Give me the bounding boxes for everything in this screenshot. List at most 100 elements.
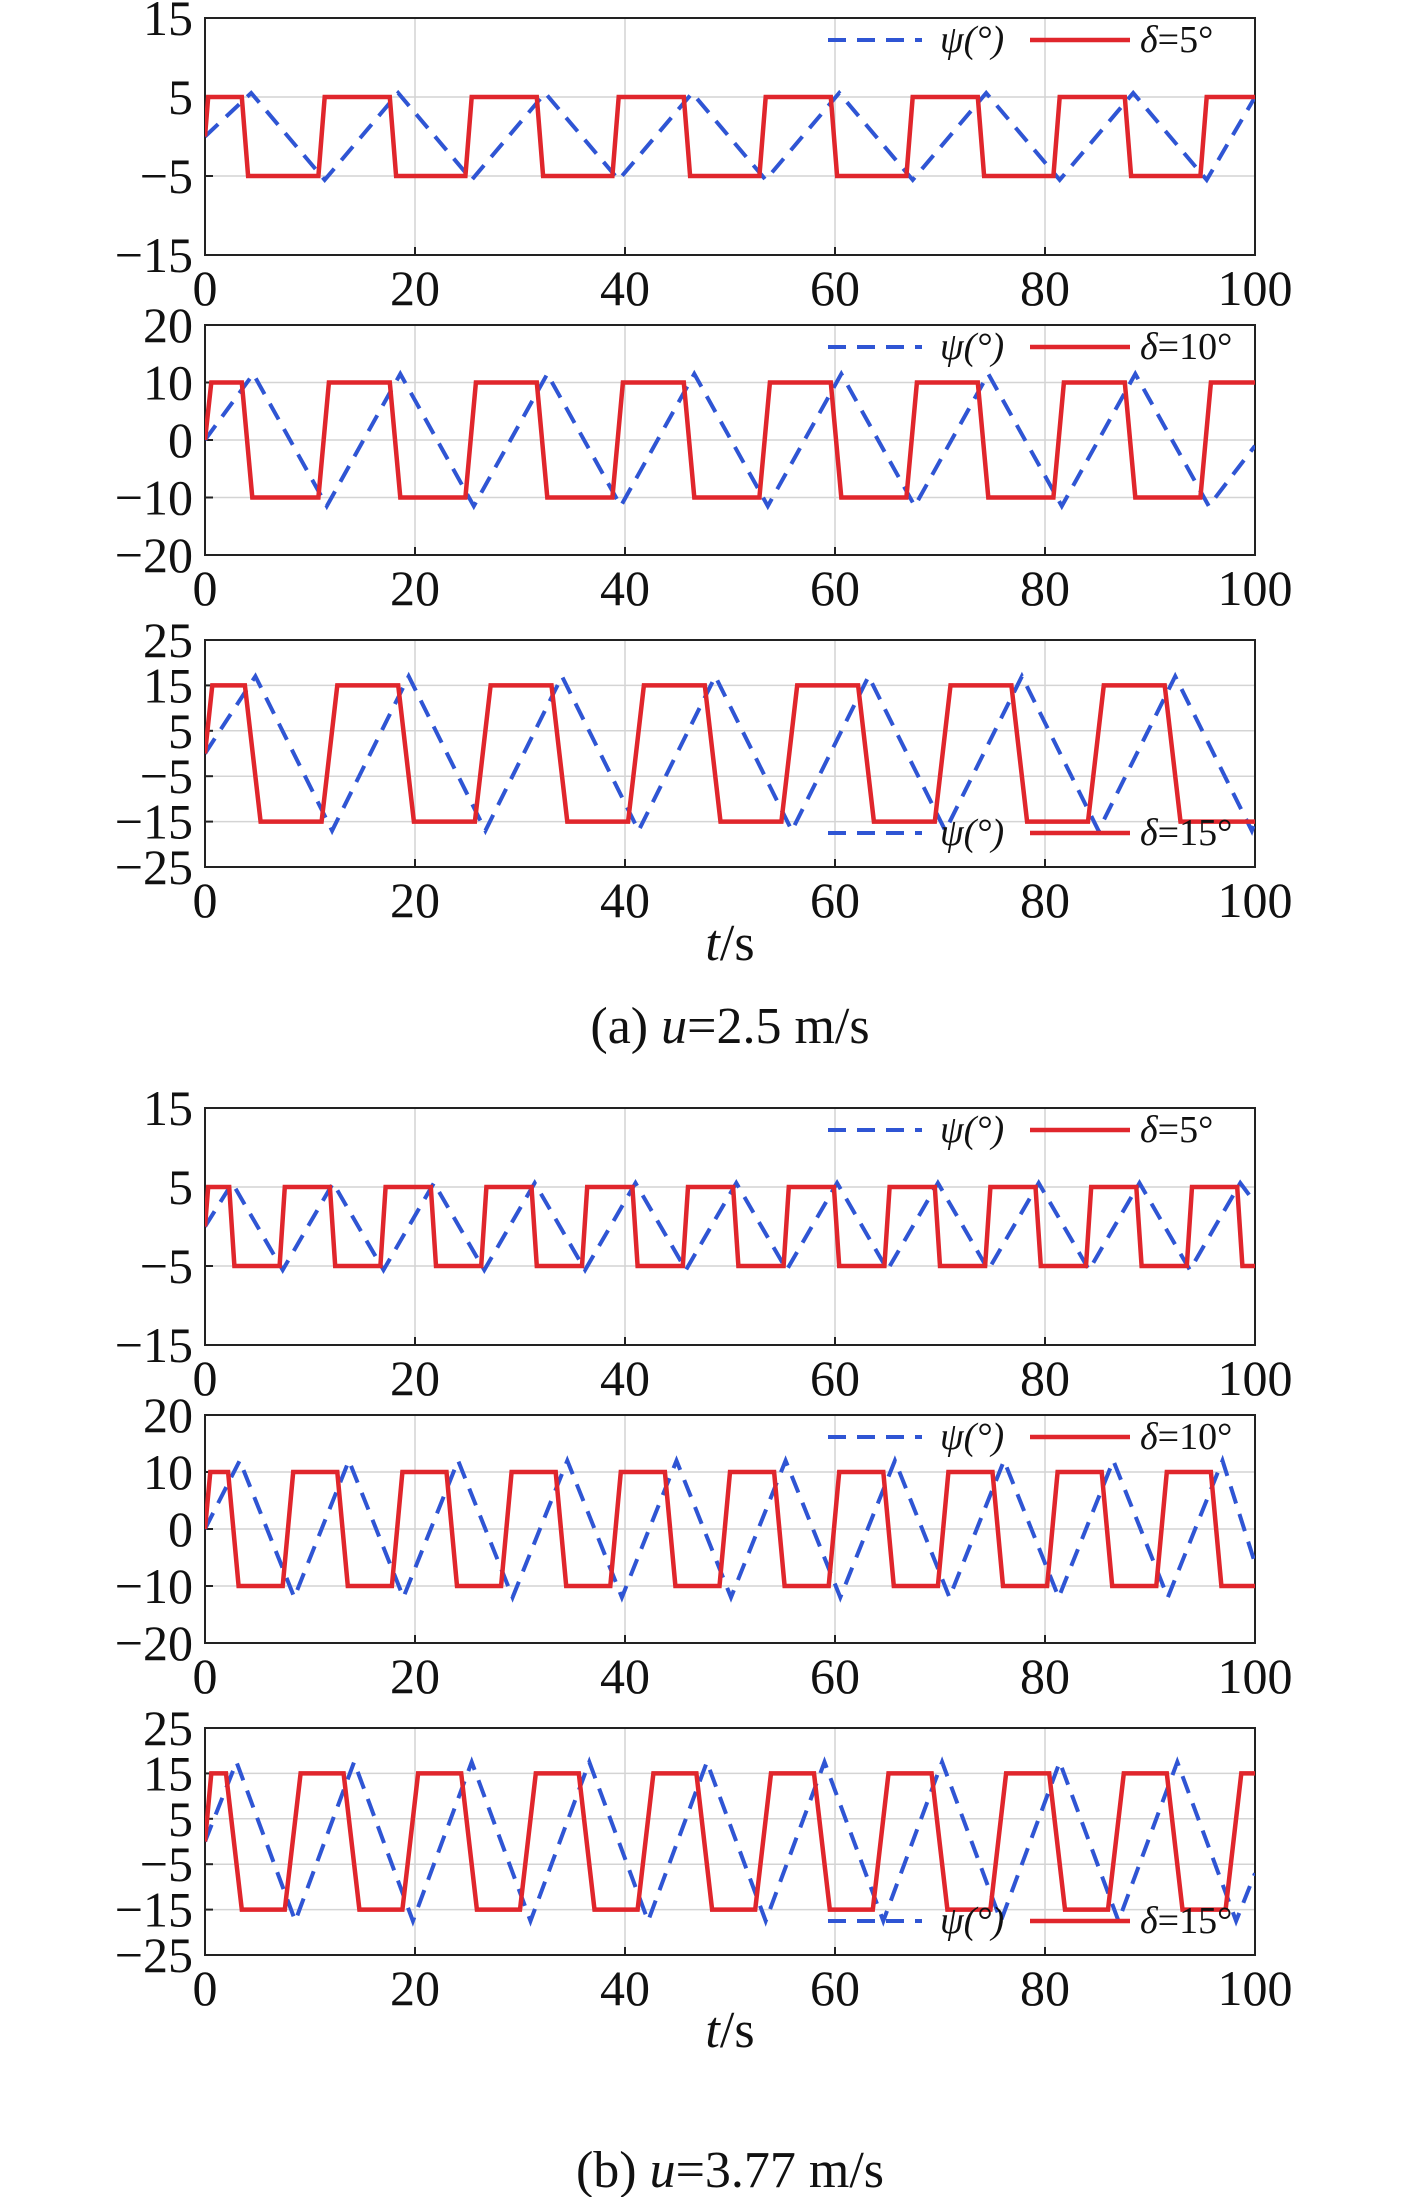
x-axis-unit: /s [720,915,755,972]
legend: ψ(°) δ=15° [828,1900,1232,1942]
x-tick-label: 60 [810,872,860,928]
y-tick-label: 0 [168,412,193,468]
y-tick-label: 25 [143,612,193,668]
legend-delta-label: δ=5° [1140,19,1213,61]
legend-delta-var: δ [1140,326,1159,368]
legend: ψ(°) δ=10° [828,1416,1232,1458]
x-tick-label: 60 [810,560,860,616]
y-tick-label: 0 [168,1501,193,1557]
x-tick-label: 40 [600,872,650,928]
series-delta-line [205,380,1255,500]
caption-var: u [650,2142,676,2197]
x-axis-var: t [705,2002,721,2059]
x-tick-label: 60 [810,1350,860,1406]
legend-delta-var: δ [1140,1416,1159,1458]
legend: ψ(°) δ=5° [828,1109,1213,1151]
legend-delta-value: =5° [1158,1109,1214,1151]
grid [205,325,1255,555]
y-tick-label: 5 [168,1791,193,1847]
y-tick-label: −15 [115,794,193,850]
caption-var: u [661,998,687,1055]
x-axis-label-a: t/s [705,915,754,972]
legend: ψ(°) δ=15° [828,812,1232,854]
x-axis-unit: /s [720,2002,755,2059]
x-tick-label: 80 [1020,260,1070,316]
y-tick-label: −15 [115,227,193,283]
chart-panel-a-1: 0 20 40 60 80 100 15 5 −5 −15 ψ(°) δ=5° [115,0,1293,316]
x-tick-label: 20 [390,560,440,616]
x-tick-label: 40 [600,1350,650,1406]
x-tick-label: 80 [1020,560,1070,616]
figure-caption-b: (b) u=3.77 m/s [576,2142,884,2197]
x-tick-label: 80 [1020,1960,1070,2016]
legend: ψ(°) δ=5° [828,19,1213,61]
y-tick-label: −5 [140,1836,193,1892]
y-tick-label: −10 [115,1558,193,1614]
legend-psi-text: ψ(°) [940,326,1004,368]
legend-delta-value: =10° [1158,1416,1233,1458]
y-tick-label: −20 [115,527,193,583]
x-tick-label: 80 [1020,1350,1070,1406]
x-tick-label: 100 [1218,1350,1293,1406]
x-tick-label: 100 [1218,1648,1293,1704]
x-axis-label-b: t/s [705,2002,754,2059]
y-tick-label: −5 [140,148,193,204]
x-tick-label: 80 [1020,1648,1070,1704]
caption-value: =3.77 m/s [676,2142,884,2197]
x-tick-label: 100 [1218,1960,1293,2016]
legend-psi-text: ψ(°) [940,1416,1004,1458]
x-tick-label: 0 [193,872,218,928]
x-tick-label: 100 [1218,560,1293,616]
legend-delta-label: δ=10° [1140,326,1232,368]
x-tick-label: 40 [600,560,650,616]
series-delta-line [205,94,1255,179]
y-tick-label: −5 [140,748,193,804]
legend-delta-label: δ=5° [1140,1109,1213,1151]
series-psi-line [205,671,1255,836]
caption-label: (a) [590,998,661,1055]
legend-psi-label: ψ(°) [940,1900,1004,1942]
x-tick-label: 20 [390,872,440,928]
series-psi-line [205,1454,1255,1603]
series-psi-line [205,1756,1255,1927]
legend-delta-label: δ=15° [1140,1900,1232,1942]
legend-psi-label: ψ(°) [940,19,1004,61]
legend-delta-value: =10° [1158,326,1233,368]
series-delta-line [205,1469,1255,1589]
y-tick-label: −25 [115,839,193,895]
y-tick-label: 15 [143,657,193,713]
legend-delta-var: δ [1140,1900,1159,1942]
legend-delta-value: =15° [1158,1900,1233,1942]
series-psi-line [205,1179,1255,1274]
y-tick-label: 5 [168,703,193,759]
y-tick-label: 5 [168,1159,193,1215]
caption-value: =2.5 m/s [687,998,869,1055]
legend-delta-var: δ [1140,19,1159,61]
legend-delta-value: =15° [1158,812,1233,854]
x-tick-label: 0 [193,1960,218,2016]
x-tick-label: 20 [390,1648,440,1704]
x-tick-label: 40 [600,1960,650,2016]
y-tick-label: 15 [143,1080,193,1136]
x-tick-label: 0 [193,1648,218,1704]
y-tick-label: 15 [143,0,193,46]
x-tick-label: 0 [193,560,218,616]
legend: ψ(°) δ=10° [828,326,1232,368]
plot-frame [204,1107,1256,1346]
x-tick-label: 20 [390,260,440,316]
x-tick-label: 0 [193,260,218,316]
legend-psi-text: ψ(°) [940,812,1004,854]
y-tick-label: −15 [115,1882,193,1938]
x-tick-label: 100 [1218,260,1293,316]
series-delta-line [205,1184,1255,1269]
caption-label: (b) [576,2142,650,2197]
legend-psi-text: ψ(°) [940,1109,1004,1151]
legend-psi-text: ψ(°) [940,1900,1004,1942]
legend-delta-label: δ=10° [1140,1416,1232,1458]
chart-panel-b-1: 0 20 40 60 80 100 15 5 −5 −15 ψ(°) δ=5° [115,1080,1293,1406]
legend-delta-label: δ=15° [1140,812,1232,854]
x-tick-label: 40 [600,1648,650,1704]
